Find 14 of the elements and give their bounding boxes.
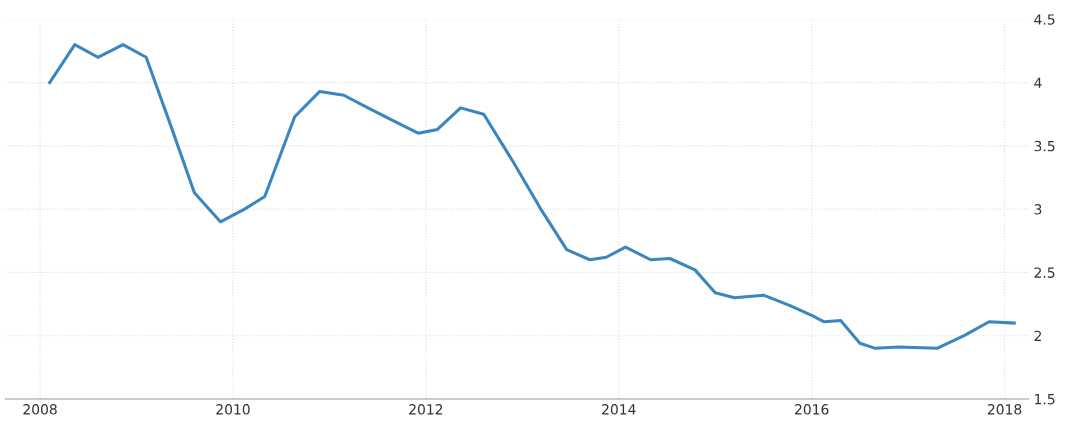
x-tick-label: 2008 [23,404,57,415]
y-tick-label: 2.5 [1034,267,1055,278]
y-tick-label: 2 [1034,330,1041,341]
x-tick-label: 2016 [795,404,829,415]
x-tick-label: 2018 [987,404,1022,415]
y-tick-label: 3 [1034,204,1042,215]
y-tick-label: 4 [1034,77,1042,88]
x-tick-label: 2010 [216,404,250,415]
y-tick-label: 3.5 [1034,140,1055,152]
x-tick-label: 2012 [409,404,443,415]
y-tick-label: 1.5 [1035,394,1055,405]
line-series [48,43,1016,350]
y-tick-label: 4.5 [1034,14,1055,25]
x-tick-label: 2014 [602,404,636,415]
